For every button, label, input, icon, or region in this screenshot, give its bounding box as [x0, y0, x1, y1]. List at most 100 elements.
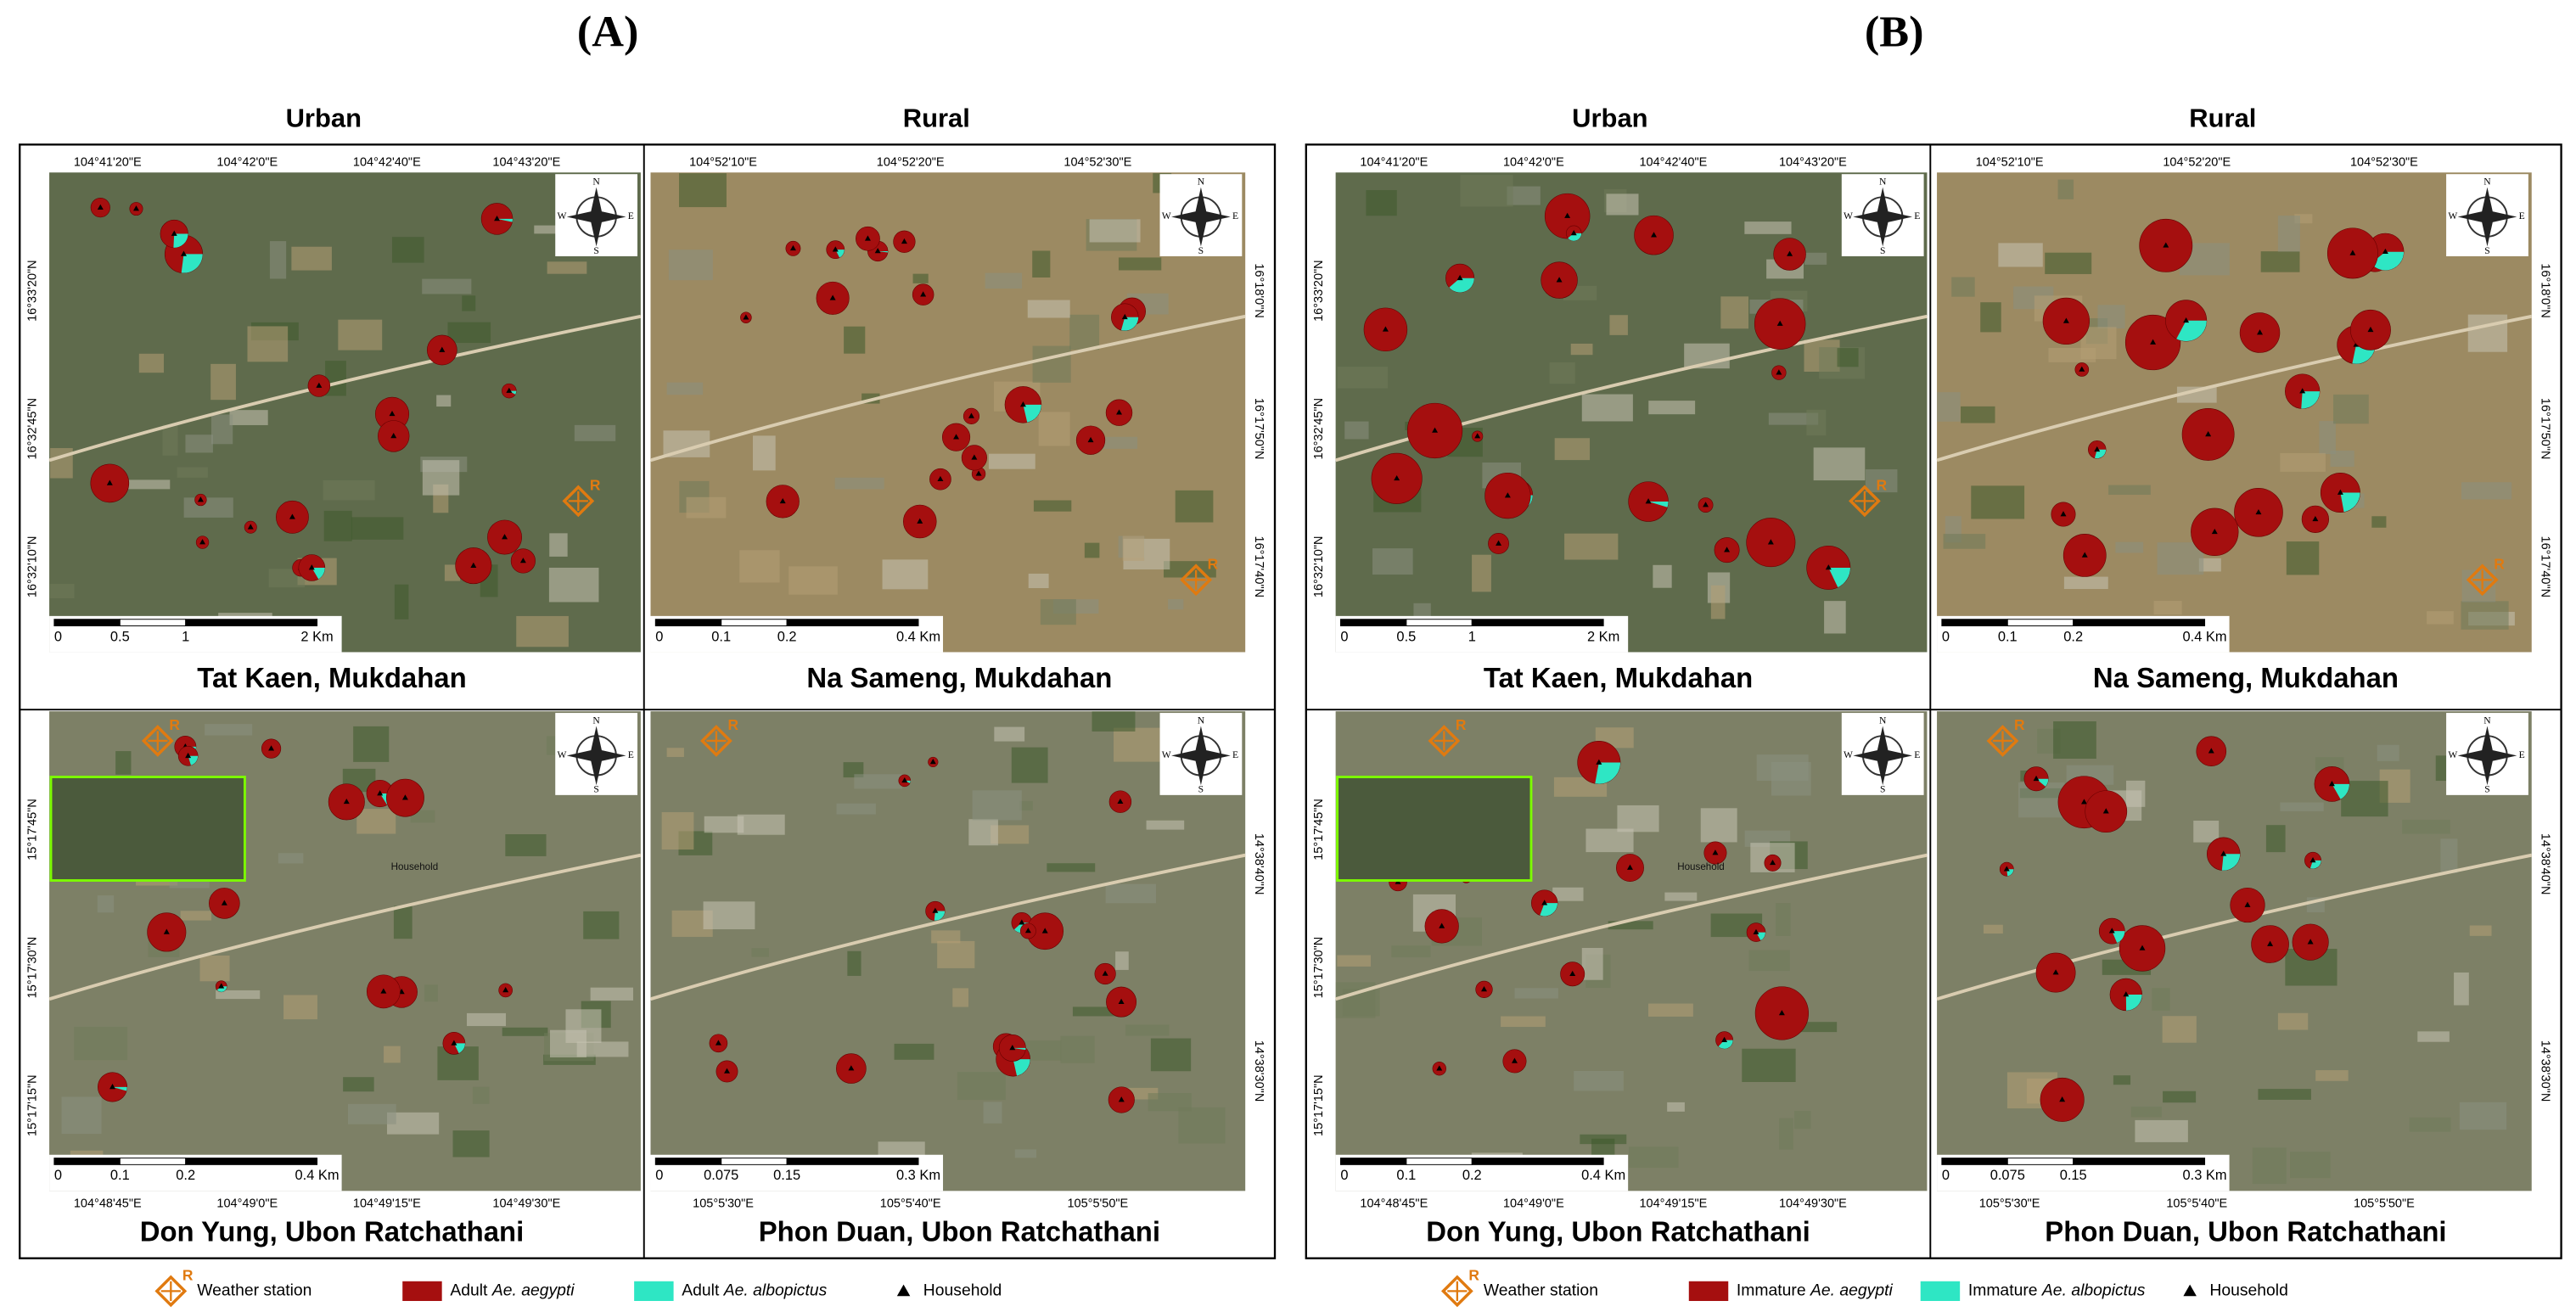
household-marker	[2255, 508, 2262, 515]
compass-letter: N	[592, 177, 600, 188]
map-texture	[1865, 469, 1898, 493]
lat-label: 16°18'0"N	[2538, 263, 2551, 318]
legend-swatch	[1920, 1281, 1961, 1302]
compass-letter: E	[1914, 210, 1920, 221]
weather-station	[1986, 725, 2019, 757]
legend-label: Immature Ae. albopictus	[1968, 1281, 2146, 1300]
pie-wedge	[2309, 860, 2321, 869]
pie-wedge	[181, 254, 203, 273]
map-texture	[205, 724, 253, 736]
map-texture	[1014, 1149, 1037, 1158]
compass-letter: W	[1162, 210, 1171, 221]
map-texture	[1779, 1118, 1793, 1150]
map-texture	[1115, 951, 1129, 970]
compass-letter: S	[1198, 245, 1204, 256]
household-marker	[308, 564, 315, 570]
pie-wedge	[934, 911, 946, 921]
road	[48, 853, 642, 1001]
household-marker	[506, 387, 513, 393]
map-texture	[1146, 820, 1185, 830]
panel-frame	[1305, 143, 2562, 1259]
site-name: Na Sameng, Mukdahan	[806, 662, 1112, 693]
compass-letter: S	[1198, 784, 1204, 795]
household-marker	[1009, 1045, 1016, 1051]
map-texture	[1011, 747, 1048, 783]
map-texture	[679, 173, 727, 208]
map-texture	[912, 273, 929, 283]
household-marker	[1627, 864, 1633, 870]
map-texture	[703, 901, 755, 930]
household-marker	[1394, 474, 1400, 481]
map-texture	[1653, 564, 1672, 588]
pie-wedge	[1756, 932, 1765, 941]
scale-label: 0.2	[176, 1168, 195, 1183]
map-texture	[1038, 412, 1070, 446]
compass-letter: S	[1880, 245, 1885, 256]
pie-wedge	[1828, 567, 1850, 588]
scale-segment	[53, 1158, 121, 1165]
legend-prefix: Adult	[682, 1281, 720, 1300]
household-marker	[247, 524, 254, 530]
map-texture	[424, 984, 438, 1002]
lon-label: 104°49'15"E	[1639, 1197, 1707, 1211]
household-marker	[2220, 850, 2227, 856]
legend-label: Weather station	[1484, 1281, 1598, 1300]
map-texture	[2115, 541, 2144, 553]
map-texture	[2260, 251, 2300, 272]
map-texture	[1084, 542, 1100, 558]
map-image	[49, 172, 641, 653]
map-texture	[1175, 490, 1214, 523]
map-texture	[49, 584, 75, 599]
map-texture	[466, 1012, 507, 1027]
household-marker	[2060, 511, 2067, 517]
pie-wedge	[2221, 854, 2241, 871]
household-marker	[937, 475, 944, 482]
pie-wedge	[188, 755, 199, 765]
map-texture	[548, 567, 599, 603]
inset-box	[49, 776, 246, 882]
household-marker	[1439, 922, 1445, 928]
map-texture	[1951, 277, 1975, 297]
lat-label: 16°17'50"N	[2538, 398, 2551, 460]
map-texture	[1629, 1147, 1679, 1169]
household-marker	[502, 987, 509, 993]
scale-label: 2 Km	[1587, 629, 1619, 644]
map-texture	[1943, 534, 1986, 549]
map-texture	[686, 496, 727, 519]
household-marker	[221, 900, 227, 906]
map-texture	[269, 241, 287, 279]
lon-label: 104°49'30"E	[1779, 1197, 1847, 1211]
household-marker	[929, 759, 936, 765]
map-texture	[752, 435, 776, 471]
panel-frame	[19, 143, 1277, 1259]
map-texture	[347, 1103, 396, 1124]
compass-star	[2457, 187, 2517, 247]
household-marker	[2080, 799, 2087, 805]
map-texture	[2277, 216, 2300, 252]
station-letter: R	[182, 1267, 194, 1284]
map-texture	[894, 1043, 934, 1060]
map-texture	[2152, 988, 2170, 1011]
station-letter: R	[2494, 555, 2505, 572]
station-letter: R	[1208, 555, 1219, 572]
road	[1335, 314, 1928, 463]
map-texture	[120, 479, 171, 490]
map-texture	[668, 250, 713, 281]
map-texture	[704, 816, 744, 833]
station-letter: R	[1876, 477, 1887, 494]
household-marker	[1541, 900, 1548, 906]
panel: (B) Urban Rural N S W E R 0 0.5 1 2 Km 104°41'20"E 10…	[1305, 8, 2562, 1308]
household-marker	[832, 246, 839, 252]
lat-label: 16°32'45"N	[1312, 398, 1326, 460]
lat-label: 15°17'45"N	[26, 799, 40, 861]
pie-wedge	[2340, 492, 2360, 513]
map-texture	[1032, 250, 1051, 278]
weather-station	[1849, 485, 1881, 518]
household-marker	[1645, 498, 1652, 504]
map-texture	[547, 261, 587, 274]
household-marker	[1776, 320, 1783, 326]
map-texture	[1391, 945, 1431, 958]
scale-segment	[1471, 619, 1604, 626]
map-texture	[177, 467, 208, 478]
household-marker	[1382, 326, 1389, 332]
